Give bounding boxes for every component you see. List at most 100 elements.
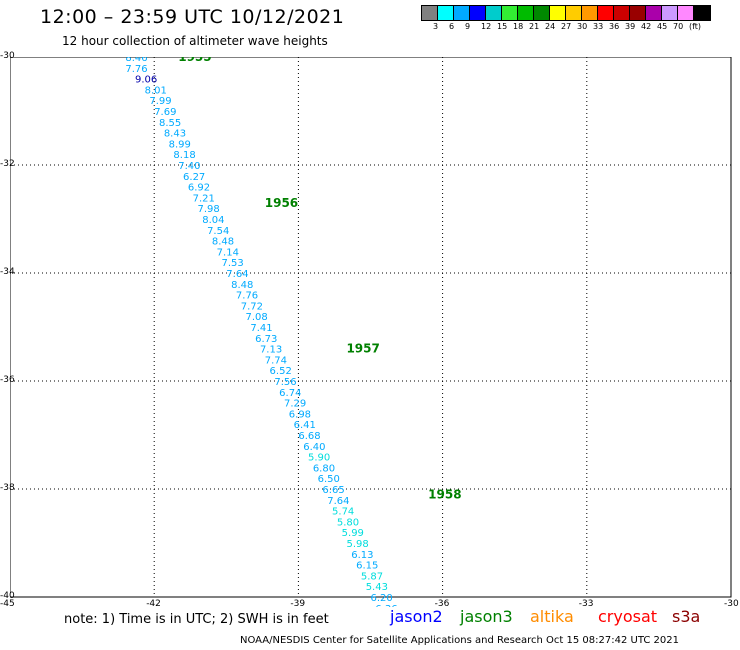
pass-time-label: 1956 (265, 196, 298, 210)
swh-point-label: 5.80 (337, 517, 359, 528)
color-swatch-11 (598, 6, 614, 20)
color-swatch-6 (518, 6, 534, 20)
color-swatch-14 (646, 6, 662, 20)
swh-point-label: 7.69 (154, 107, 176, 118)
swh-point-label: 6.40 (303, 442, 325, 453)
color-swatch-7 (534, 6, 550, 20)
color-scale-label: 33 (593, 22, 604, 31)
color-scale-label: 39 (625, 22, 636, 31)
map-title: 12:00 – 23:59 UTC 10/12/2021 (40, 6, 345, 28)
swh-point-label: 7.98 (197, 204, 219, 215)
color-scale-label: 24 (545, 22, 556, 31)
color-scale-legend (421, 5, 711, 21)
swh-point-label: 7.40 (178, 161, 200, 172)
satellite-cryosat: cryosat (598, 607, 658, 626)
color-swatch-1 (438, 6, 454, 20)
swh-point-label: 7.72 (241, 301, 263, 312)
swh-point-label: 5.99 (342, 528, 364, 539)
swh-point-label: 5.43 (366, 582, 388, 593)
satellite-s3a: s3a (672, 607, 701, 626)
swh-point-label: 5.90 (308, 453, 330, 464)
swh-point-label: 8.04 (202, 215, 224, 226)
color-scale-label: 30 (577, 22, 588, 31)
color-swatch-15 (662, 6, 678, 20)
color-swatch-13 (630, 6, 646, 20)
satellite-altika: altika (530, 607, 574, 626)
swh-point-label: 7.64 (226, 269, 248, 280)
map-frame (10, 57, 732, 598)
grid-lines (10, 57, 731, 597)
swh-point-label: 5.74 (332, 507, 354, 518)
color-scale-label: 6 (449, 22, 455, 31)
color-swatch-17 (694, 6, 710, 20)
pass-time-label: 1958 (428, 487, 461, 501)
color-swatch-9 (566, 6, 582, 20)
color-swatch-12 (614, 6, 630, 20)
swh-point-label: 6.92 (188, 183, 210, 194)
swh-point-label: 6.80 (313, 463, 335, 474)
swh-point-label: 7.14 (217, 247, 239, 258)
swh-point-label: 7.54 (207, 226, 229, 237)
color-scale-label: 42 (641, 22, 652, 31)
swh-point-label: 6.98 (289, 409, 311, 420)
lon-tick-label: -30 (724, 599, 739, 609)
credit-line: NOAA/NESDIS Center for Satellite Applica… (240, 635, 679, 646)
swh-point-label: 7.13 (260, 345, 282, 356)
satellite-jason2: jason2 (390, 607, 443, 626)
swh-point-label: 6.41 (294, 420, 316, 431)
lon-tick-label: -33 (578, 599, 594, 609)
swh-point-label: 7.74 (265, 355, 287, 366)
color-scale-label: 9 (465, 22, 471, 31)
color-scale-label: 18 (513, 22, 524, 31)
swh-point-label: 9.06 (135, 75, 157, 86)
swh-points: 8.467.769.068.017.997.698.558.438.998.18… (125, 57, 397, 607)
swh-point-label: 6.15 (356, 561, 378, 572)
swh-point-label: 7.56 (274, 377, 296, 388)
lon-tick-label: -36 (434, 599, 450, 609)
swh-point-label: 7.41 (250, 323, 272, 334)
color-scale-label: 45 (657, 22, 668, 31)
lat-tick-label: -32 (0, 159, 15, 169)
color-swatch-16 (678, 6, 694, 20)
swh-point-label: 8.01 (145, 85, 167, 96)
color-scale-label: 12 (481, 22, 492, 31)
swh-point-label: 8.43 (164, 129, 186, 140)
swh-point-label: 5.87 (361, 571, 383, 582)
color-swatch-2 (454, 6, 470, 20)
swh-point-label: 6.68 (298, 431, 320, 442)
swh-point-label: 7.29 (284, 399, 306, 410)
swh-point-label: 8.46 (125, 57, 147, 64)
swh-point-label: 8.99 (169, 139, 191, 150)
swh-point-label: 7.53 (221, 258, 243, 269)
color-scale-label: 3 (433, 22, 439, 31)
swh-point-label: 7.76 (236, 291, 258, 302)
pass-time-labels: 1955 1956 1957 1958 (178, 57, 461, 501)
swh-point-label: 8.55 (159, 118, 181, 129)
swh-point-label: 6.36 (375, 604, 397, 607)
color-scale-label: 21 (529, 22, 540, 31)
wave-height-map: 8.467.769.068.017.997.698.558.438.998.18… (10, 57, 732, 607)
swh-point-label: 6.27 (183, 172, 205, 183)
lat-tick-label: -30 (0, 51, 15, 61)
swh-point-label: 6.50 (318, 474, 340, 485)
lon-tick-label: -39 (290, 599, 306, 609)
satellite-jason3: jason3 (460, 607, 513, 626)
color-swatch-5 (502, 6, 518, 20)
pass-time-label: 1957 (346, 342, 379, 356)
swh-point-label: 7.64 (327, 496, 349, 507)
swh-point-label: 6.73 (255, 334, 277, 345)
pass-time-label: 1955 (178, 57, 211, 64)
lat-tick-label: -40 (0, 591, 15, 601)
swh-point-label: 8.48 (231, 280, 253, 291)
swh-point-label: 6.74 (279, 388, 301, 399)
color-swatch-4 (486, 6, 502, 20)
color-scale-label: 36 (609, 22, 620, 31)
color-scale-label: 15 (497, 22, 508, 31)
lon-tick-label: -45 (0, 599, 15, 609)
color-scale-label: (ft) (689, 22, 702, 31)
color-swatch-0 (422, 6, 438, 20)
units-note: note: 1) Time is in UTC; 2) SWH is in fe… (64, 612, 329, 627)
lon-tick-label: -42 (146, 599, 161, 609)
swh-point-label: 6.65 (322, 485, 344, 496)
swh-point-label: 7.08 (246, 312, 268, 323)
